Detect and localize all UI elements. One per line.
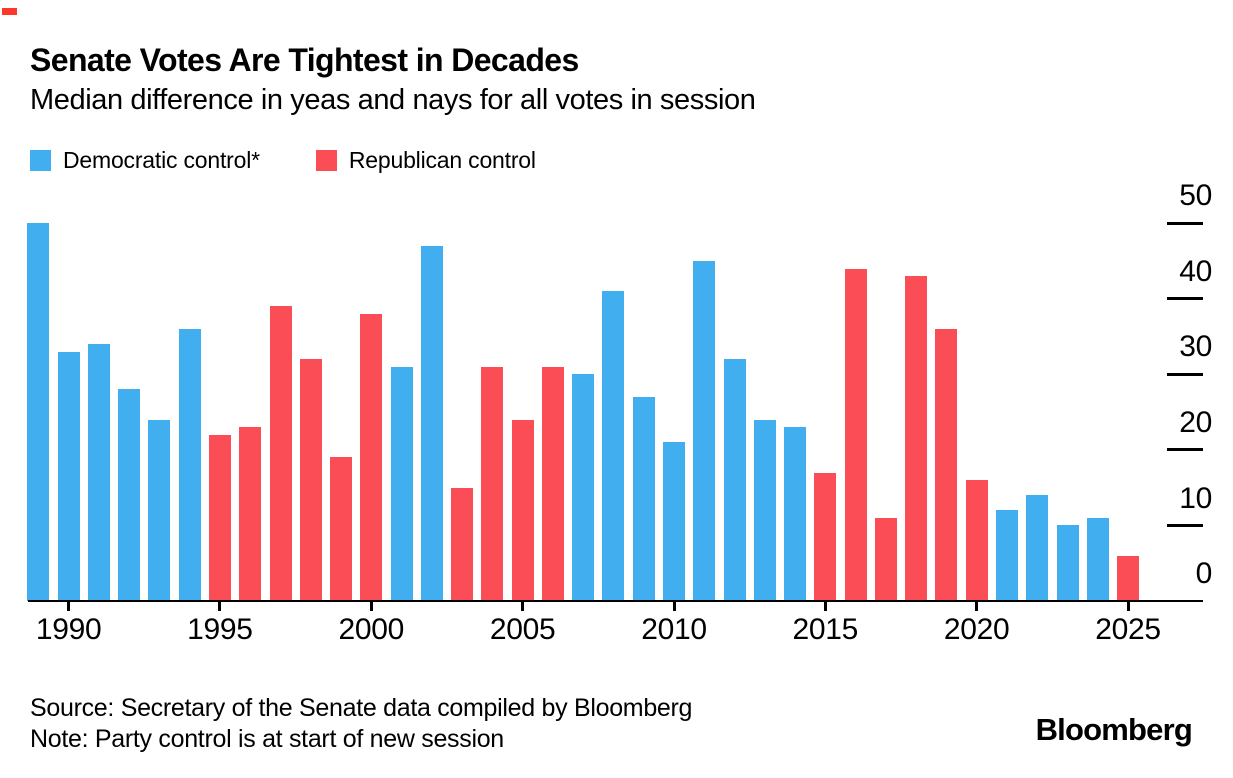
brand-accent-mark [2, 8, 17, 15]
bar-1994 [178, 329, 201, 601]
x-tick-2000 [369, 601, 373, 611]
x-axis-line [28, 600, 1203, 602]
x-tick-2020 [975, 601, 979, 611]
bar-1996 [239, 427, 262, 601]
bar-2007 [572, 374, 595, 601]
bar-1989 [27, 223, 50, 601]
bar-2000 [360, 314, 383, 601]
x-label-2015: 2015 [792, 613, 859, 646]
note-line: Note: Party control is at start of new s… [30, 725, 504, 753]
democratic-color-swatch [30, 150, 51, 171]
republican-color-swatch [315, 150, 337, 171]
y-tick-10 [1167, 524, 1203, 527]
bar-2004 [481, 367, 504, 601]
legend-item-democratic: Democratic control* [30, 147, 260, 174]
y-label-50: 50 [1179, 179, 1212, 213]
bar-1992 [118, 389, 141, 601]
y-label-20: 20 [1179, 405, 1212, 439]
bar-2021 [995, 510, 1018, 601]
x-tick-2025 [1126, 601, 1130, 611]
bar-2015 [814, 473, 837, 601]
bar-2014 [784, 427, 806, 601]
y-label-40: 40 [1179, 254, 1212, 288]
bar-2003 [451, 488, 474, 601]
x-tick-2015 [823, 601, 827, 611]
bar-1991 [87, 344, 110, 601]
legend-item-republican: Republican control [315, 147, 536, 174]
bar-2012 [723, 359, 746, 601]
bar-2016 [844, 269, 867, 601]
bar-2011 [693, 261, 716, 601]
page-title: Senate Votes Are Tightest in Decades [30, 42, 579, 78]
y-label-30: 30 [1179, 330, 1212, 364]
x-label-1990: 1990 [35, 613, 102, 646]
x-tick-1990 [67, 601, 71, 611]
bar-1995 [208, 435, 231, 601]
y-tick-50 [1167, 221, 1203, 225]
bar-2001 [390, 367, 413, 601]
bar-2002 [420, 246, 443, 601]
x-label-2010: 2010 [641, 613, 707, 646]
bar-1997 [269, 306, 292, 601]
bar-2020 [965, 480, 988, 601]
bar-2005 [511, 420, 534, 601]
legend-label-republican: Republican control [348, 147, 536, 173]
x-label-2005: 2005 [489, 613, 556, 646]
bar-2024 [1086, 518, 1109, 601]
bloomberg-logo: Bloomberg [1035, 712, 1193, 747]
x-label-2000: 2000 [338, 613, 405, 646]
footer-text: Source: Secretary of the Senate data com… [30, 693, 692, 755]
y-tick-40 [1167, 297, 1203, 301]
x-tick-1995 [218, 601, 222, 611]
y-label-10: 10 [1179, 481, 1212, 515]
page-subtitle: Median difference in yeas and nays for a… [30, 84, 756, 116]
legend-label-democratic: Democratic control* [63, 147, 260, 173]
bar-2006 [541, 367, 564, 601]
x-tick-2010 [672, 601, 676, 611]
x-label-1995: 1995 [187, 613, 253, 646]
bar-2018 [905, 276, 928, 601]
bar-2025 [1117, 556, 1139, 601]
bar-2017 [874, 518, 897, 601]
bar-2013 [753, 420, 776, 601]
bar-1999 [330, 457, 352, 601]
bar-1993 [148, 420, 171, 601]
x-tick-2005 [521, 601, 525, 611]
y-label-0: 0 [1195, 557, 1213, 590]
bar-1998 [299, 359, 322, 601]
bar-2023 [1056, 525, 1079, 601]
x-label-2025: 2025 [1095, 613, 1161, 646]
bar-2010 [663, 442, 685, 601]
y-tick-20 [1167, 448, 1203, 452]
bar-1990 [57, 352, 80, 601]
source-line: Source: Secretary of the Senate data com… [30, 694, 693, 722]
x-label-2020: 2020 [943, 613, 1010, 646]
bar-2009 [632, 397, 655, 601]
bar-2008 [602, 291, 625, 601]
y-tick-30 [1167, 372, 1203, 376]
bar-2019 [935, 329, 958, 601]
bar-2022 [1026, 495, 1049, 601]
chart-legend: Democratic control* Republican control [30, 147, 536, 174]
